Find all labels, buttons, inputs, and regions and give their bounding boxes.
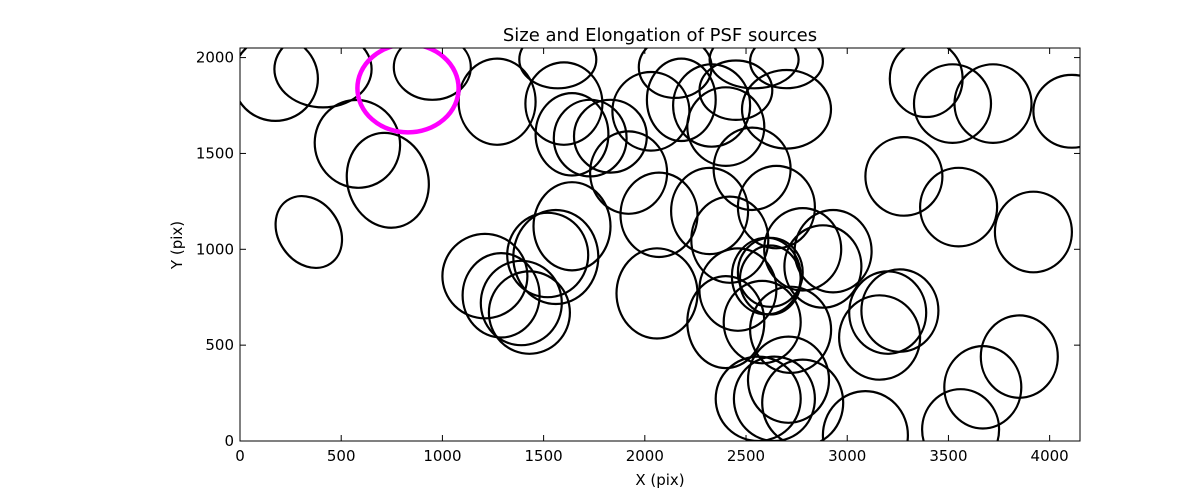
x-tick-label: 4000 (1031, 447, 1069, 465)
psf-source-ellipse (864, 135, 944, 217)
psf-source-ellipse (532, 181, 612, 272)
y-tick-label: 500 (205, 336, 234, 354)
psf-source-ellipse (821, 390, 909, 441)
psf-source-ellipse (686, 86, 766, 168)
psf-source-ellipse (783, 224, 863, 309)
psf-source-ellipse (793, 208, 873, 294)
chart-title: Size and Elongation of PSF sources (503, 25, 817, 46)
psf-source-ellipse (763, 207, 843, 292)
psf-source-ellipse (912, 63, 993, 145)
psf-source-ellipse (345, 131, 430, 229)
psf-source-ellipse (240, 48, 319, 122)
psf-source-ellipse (392, 48, 472, 101)
x-tick-label: 0 (235, 447, 245, 465)
y-tick-label: 1000 (196, 240, 234, 258)
psf-source-ellipse (749, 48, 824, 90)
psf-source-ellipse (273, 48, 373, 109)
psf-source-ellipse (645, 57, 717, 143)
psf-source-ellipse (736, 164, 817, 250)
x-tick-label: 500 (327, 447, 356, 465)
psf-source-ellipse (722, 279, 802, 365)
psf-source-ellipse (506, 211, 590, 299)
psf-source-ellipse (860, 268, 940, 353)
psf-source-ellipse (736, 236, 804, 308)
plot-area (240, 48, 1080, 441)
psf-source-ellipse (524, 61, 604, 146)
psf-source-ellipse (461, 251, 541, 339)
psf-source-ellipse (441, 232, 529, 320)
psf-source-ellipse (746, 335, 831, 424)
y-tick-label: 0 (224, 432, 234, 450)
axes-frame (239, 47, 1081, 442)
y-axis-label: Y (pix) (168, 221, 186, 270)
psf-source-ellipse (943, 344, 1023, 430)
x-axis-label: X (pix) (635, 471, 684, 489)
psf-source-ellipse (708, 48, 800, 90)
psf-source-ellipse (918, 166, 999, 248)
x-tick-label: 3500 (929, 447, 967, 465)
psf-source-ellipse (518, 48, 598, 90)
psf-source-ellipse (993, 190, 1074, 274)
psf-source-ellipse (690, 195, 770, 284)
psf-source-ellipse (921, 388, 1001, 441)
psf-source-ellipse (512, 208, 600, 306)
x-tick-label: 1000 (423, 447, 461, 465)
psf-source-ellipse (698, 59, 774, 121)
psf-source-ellipse (1032, 73, 1080, 149)
x-tick-label: 3000 (828, 447, 866, 465)
x-axis: 0 500 1000 1500 2000 2500 3000 3500 4000 (235, 48, 1069, 465)
psf-source-ellipse (671, 63, 752, 148)
psf-source-ellipse (953, 63, 1033, 145)
psf-source-ellipse (714, 355, 802, 441)
x-tick-label: 1500 (525, 447, 563, 465)
psf-source-ellipse (740, 68, 833, 150)
psf-source-ellipse (274, 195, 344, 269)
psf-source-ellipse (479, 259, 563, 347)
psf-source-ellipse (761, 358, 845, 441)
psf-source-ellipse (615, 247, 699, 340)
highlighted-psf-source-ellipse (355, 48, 461, 135)
y-axis: 0 500 1000 1500 2000 (196, 49, 1080, 450)
x-tick-label: 2000 (626, 447, 664, 465)
psf-source-ellipse (738, 244, 802, 316)
psf-source-ellipse (487, 270, 572, 355)
psf-source-ellipse (686, 275, 766, 370)
y-tick-label: 1500 (196, 144, 234, 162)
psf-source-ellipse (888, 48, 964, 119)
y-tick-label: 2000 (196, 49, 234, 67)
x-tick-label: 2500 (727, 447, 765, 465)
psf-source-ellipse (457, 57, 537, 146)
psf-source-ellipse (979, 314, 1059, 399)
psf-source-ellipse (534, 92, 610, 177)
psf-source-ellipse (669, 166, 750, 256)
psf-source-ellipse (837, 294, 922, 381)
